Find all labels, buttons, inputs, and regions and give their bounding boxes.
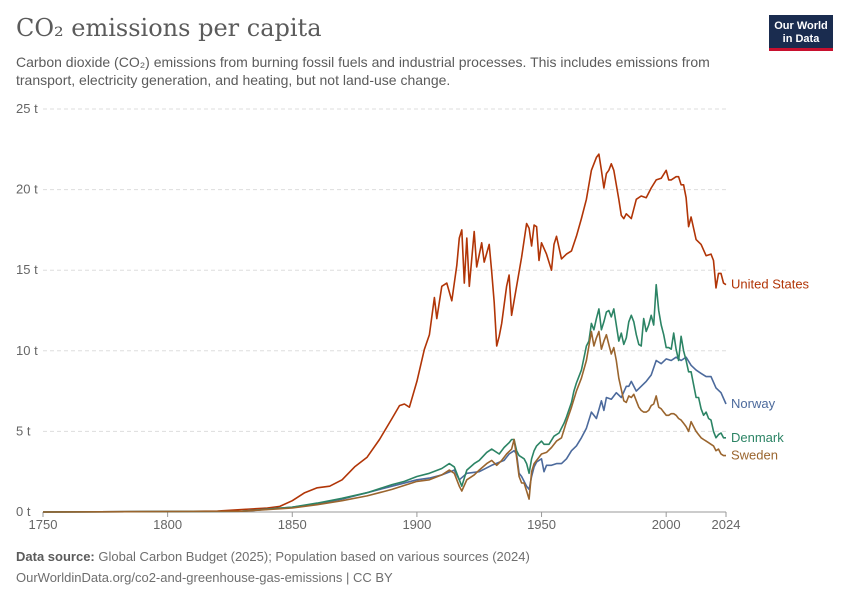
y-tick-label: 5 t bbox=[16, 423, 31, 438]
x-tick-label: 1850 bbox=[278, 517, 307, 532]
x-tick-label: 2024 bbox=[712, 517, 741, 532]
x-tick-label: 1950 bbox=[527, 517, 556, 532]
data-source-text: Global Carbon Budget (2025); Population … bbox=[94, 549, 530, 564]
y-axis-ticks: 0 t 5 t 10 t 15 t 20 t 25 t bbox=[16, 101, 38, 519]
data-source-label: Data source: bbox=[16, 549, 95, 564]
chart-title: CO₂ emissions per capita bbox=[16, 14, 322, 42]
x-tick-label: 1900 bbox=[402, 517, 431, 532]
series-lines bbox=[42, 153, 727, 513]
x-tick-label: 1800 bbox=[153, 517, 182, 532]
y-tick-label: 0 t bbox=[16, 504, 31, 519]
logo-line-2: in Data bbox=[782, 33, 820, 45]
x-tick-label: 2000 bbox=[652, 517, 681, 532]
source-url[interactable]: OurWorldinData.org/co2-and-greenhouse-ga… bbox=[16, 570, 393, 585]
x-axis: 1750 1800 1850 1900 1950 2000 2024 bbox=[29, 511, 741, 532]
series-label-denmark: Denmark bbox=[731, 430, 784, 445]
y-tick-label: 15 t bbox=[16, 262, 38, 277]
gridlines bbox=[43, 108, 726, 432]
series-label-united-states: United States bbox=[731, 277, 810, 292]
data-source-note: Data source: Global Carbon Budget (2025)… bbox=[16, 549, 530, 564]
y-tick-label: 25 t bbox=[16, 101, 38, 116]
x-tick-label: 1750 bbox=[29, 517, 58, 532]
series-line-norway bbox=[42, 356, 727, 513]
series-labels: United States Norway Denmark Sweden bbox=[731, 277, 810, 463]
series-line-denmark bbox=[42, 283, 726, 513]
series-line-united-states bbox=[42, 153, 727, 513]
owid-logo[interactable]: Our World in Data bbox=[769, 15, 833, 51]
logo-line-1: Our World bbox=[774, 20, 828, 32]
y-tick-label: 20 t bbox=[16, 182, 38, 197]
chart-subtitle: Carbon dioxide (CO₂) emissions from burn… bbox=[16, 54, 710, 88]
series-label-sweden: Sweden bbox=[731, 448, 778, 463]
series-line-sweden bbox=[42, 330, 726, 513]
series-label-norway: Norway bbox=[731, 396, 776, 411]
y-tick-label: 10 t bbox=[16, 343, 38, 358]
